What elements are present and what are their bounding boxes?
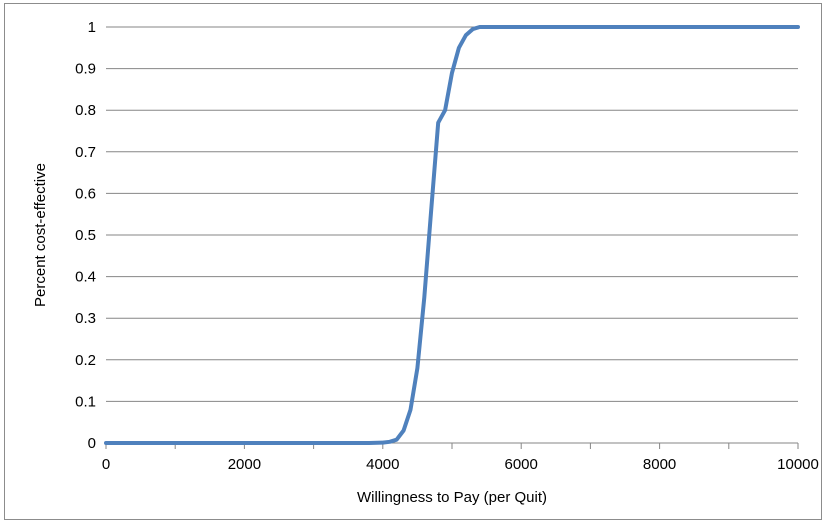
line-chart: 0 0.1 0.2 0.3 0.4 0.5 0.6 0.7 0.8 0.9 1 0 2000 4000 60… <box>32 19 819 506</box>
x-axis-title: Willingness to Pay (per Quit) <box>357 489 547 506</box>
y-tick-label: 0.1 <box>75 393 96 410</box>
y-tick-label: 0.6 <box>75 185 96 202</box>
x-tick-label: 4000 <box>366 456 399 473</box>
x-tick-label: 6000 <box>505 456 538 473</box>
y-tick-label: 0.7 <box>75 144 96 161</box>
y-tick-label: 0.2 <box>75 352 96 369</box>
y-tick-label: 0.8 <box>75 102 96 119</box>
x-tick-label: 0 <box>102 456 110 473</box>
series <box>104 25 800 445</box>
series-line <box>104 25 800 445</box>
tick-labels: 0 0.1 0.2 0.3 0.4 0.5 0.6 0.7 0.8 0.9 1 0 2000 4000 60… <box>75 19 819 473</box>
y-tick-label: 0 <box>88 435 96 452</box>
x-tick-label: 2000 <box>228 456 261 473</box>
x-tick-label: 10000 <box>777 456 819 473</box>
y-tick-label: 0.4 <box>75 269 96 286</box>
y-tick-label: 0.9 <box>75 61 96 78</box>
chart-frame: 0 0.1 0.2 0.3 0.4 0.5 0.6 0.7 0.8 0.9 1 0 2000 4000 60… <box>4 3 822 520</box>
y-tick-label: 0.3 <box>75 310 96 327</box>
y-tick-label: 0.5 <box>75 227 96 244</box>
y-tick-label: 1 <box>88 19 96 36</box>
y-axis-title: Percent cost-effective <box>32 163 49 307</box>
x-tick-label: 8000 <box>643 456 676 473</box>
